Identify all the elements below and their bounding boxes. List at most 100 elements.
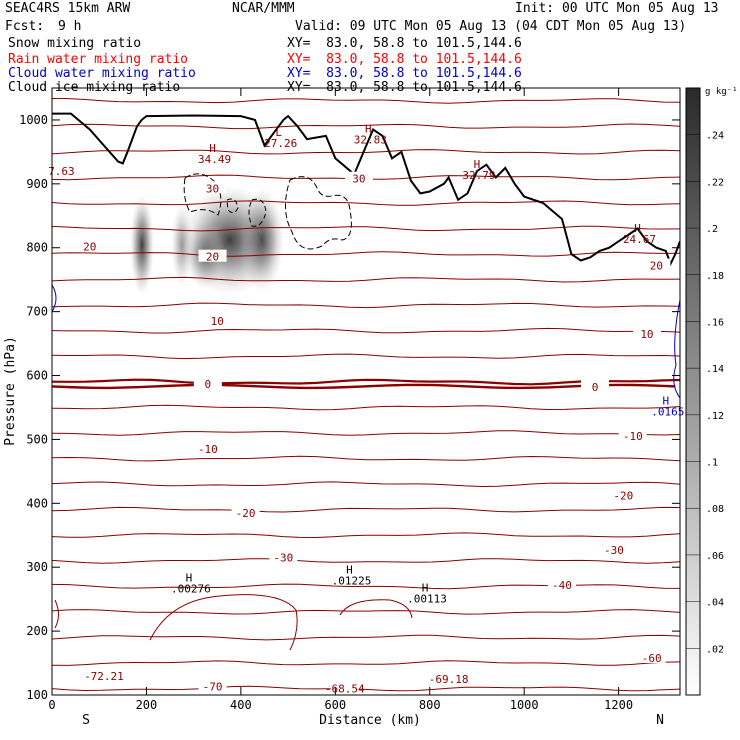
- extrema-labels: H.00276H.01225H.00113H.0165H34.49L27.26H…: [171, 123, 684, 606]
- colorbar-label: .04: [706, 598, 724, 609]
- mixing-ratio-contours: [52, 173, 680, 651]
- label-mask: [581, 380, 610, 393]
- label-mask: [193, 442, 222, 455]
- snow-mixing-ratio-shading: [130, 185, 284, 295]
- colorbar-unit: g kg⁻¹: [705, 87, 738, 97]
- extremum-mark: H: [663, 394, 670, 407]
- label-mask: [344, 171, 373, 184]
- temperature-contour-label: -40: [552, 579, 572, 592]
- extremum-mark: H: [634, 222, 641, 235]
- cloud-ice-contour: [226, 198, 239, 214]
- temperature-contour-line: [52, 634, 680, 641]
- y-tick-label: 800: [26, 241, 48, 255]
- temperature-contour-label: -68.54: [325, 683, 365, 696]
- temperature-contour-line: [52, 558, 680, 564]
- extremum-value: 32.79: [462, 169, 495, 182]
- extremum-value: .00276: [171, 582, 211, 595]
- forecast-value: 9 h: [58, 19, 82, 34]
- colorbar-gradient: [685, 87, 701, 696]
- endpoint-north: N: [656, 713, 664, 728]
- temperature-contour-label: 0: [592, 381, 599, 394]
- extremum-mark: H: [209, 142, 216, 155]
- plot-frame: [51, 87, 681, 696]
- high-temp-contour: [339, 599, 413, 619]
- x-tick-label: 1000: [510, 698, 539, 712]
- label-mask: [434, 672, 463, 685]
- temperature-contour-line: [52, 98, 680, 104]
- label-mask: [642, 258, 671, 271]
- temperature-contour-line: [52, 532, 680, 539]
- colorbar-label: .18: [706, 271, 724, 282]
- extremum-mark: L: [275, 126, 282, 139]
- temperature-contour-label: 7.63: [48, 165, 75, 178]
- y-tick-label: 900: [26, 177, 48, 191]
- colorbar-label: .24: [706, 131, 724, 142]
- forecast-label: Fcst:: [5, 19, 45, 34]
- temperature-contour-label: -30: [273, 552, 293, 565]
- temperature-contour-label: -20: [236, 507, 256, 520]
- cloud-ice-contour: [285, 176, 352, 250]
- extremum-value: .00113: [407, 592, 447, 605]
- field-name-cloud-water: Cloud water mixing ratio: [8, 66, 196, 81]
- label-mask: [637, 650, 666, 663]
- temperature-contour-line: [52, 506, 680, 513]
- temperature-contour-label: -30: [604, 544, 624, 557]
- label-mask: [547, 578, 576, 591]
- extremum-value: 32.83: [354, 134, 387, 147]
- extremum-value: .01225: [332, 575, 372, 588]
- label-mask: [269, 550, 298, 563]
- temperature-contour-line: [52, 378, 680, 386]
- x-tick-label: 800: [419, 698, 441, 712]
- colorbar-label: .02: [706, 644, 724, 655]
- colorbar-label: .2: [706, 224, 718, 235]
- x-axis: 0 200 400 600 800 1000 1200: [48, 88, 633, 712]
- x-tick-label: 200: [136, 698, 158, 712]
- temperature-contour-line: [52, 430, 680, 436]
- extremum-value: 27.26: [264, 137, 297, 150]
- label-mask: [198, 181, 227, 194]
- temperature-contour-label: -60: [642, 652, 662, 665]
- field-xy-cloud-water: XY= 83.0, 58.8 to 101.5,144.6: [287, 66, 522, 81]
- y-tick-label: 100: [26, 688, 48, 702]
- institution-label: NCAR/MMM: [232, 1, 295, 16]
- field-name-snow: Snow mixing ratio: [8, 36, 142, 51]
- temperature-contour-label: 30: [352, 173, 365, 186]
- shading-cell: [130, 195, 154, 295]
- temperature-contour-label: 10: [211, 315, 224, 328]
- field-xy-rain: XY= 83.0, 58.8 to 101.5,144.6: [287, 52, 522, 67]
- temperature-contour-label: 20: [83, 240, 96, 253]
- x-tick-label: 400: [230, 698, 252, 712]
- temperature-contour-line: [52, 251, 680, 257]
- temperature-contour-label: -69.18: [429, 673, 469, 686]
- label-mask: [632, 326, 661, 339]
- temperature-contour-line: [52, 276, 680, 283]
- colorbar-label: .14: [706, 364, 724, 375]
- y-tick-label: 200: [26, 624, 48, 638]
- x-axis-label: Distance (km): [319, 713, 421, 728]
- y-tick-label: 500: [26, 432, 48, 446]
- temperature-contour-line: [52, 225, 680, 232]
- label-mask: [231, 505, 260, 518]
- temperature-contour-line: [52, 404, 680, 411]
- high-temp-contour: [149, 594, 298, 651]
- temperature-contour-label: 20: [206, 251, 219, 264]
- temperature-contour-line: [52, 200, 680, 206]
- extremum-value: 34.49: [198, 153, 231, 166]
- terrain-profile: [52, 112, 680, 267]
- field-name-rain: Rain water mixing ratio: [8, 52, 189, 67]
- label-mask: [193, 376, 222, 389]
- extremum-value: 24.67: [623, 233, 656, 246]
- temperature-contour-line: [52, 481, 680, 488]
- colorbar-label: .16: [706, 317, 724, 328]
- y-tick-label: 300: [26, 560, 48, 574]
- temperature-labels: -72.21 -70 -68.54 -69.18 -60 -40 -30 -30 -20 -20 -…: [47, 164, 671, 696]
- temperature-contour-line: [52, 353, 680, 360]
- x-tick-label: 600: [324, 698, 346, 712]
- temperature-contour-label: 0: [205, 378, 212, 391]
- high-temp-contour: [54, 599, 59, 629]
- temperature-contour-label: -10: [623, 430, 643, 443]
- init-time: Init: 00 UTC Mon 05 Aug 13: [515, 1, 719, 16]
- colorbar-label: .22: [706, 177, 724, 188]
